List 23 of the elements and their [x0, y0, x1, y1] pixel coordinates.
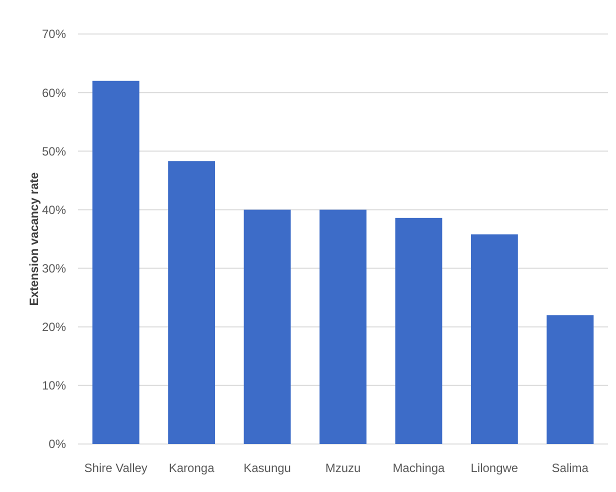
bar — [546, 315, 594, 444]
bar — [92, 80, 140, 444]
x-tick-label: Salima — [552, 461, 589, 475]
x-tick-label: Lilongwe — [470, 461, 518, 475]
bar — [470, 234, 518, 444]
x-tick-label: Kasungu — [244, 461, 291, 475]
x-tick-label: Machinga — [392, 461, 446, 475]
x-tick-label: Shire Valley — [84, 461, 148, 475]
x-tick-label: Karonga — [168, 461, 215, 475]
y-tick-label: 30% — [42, 261, 66, 276]
y-tick-label: 20% — [42, 320, 66, 334]
bar — [244, 210, 291, 444]
y-tick-label: 10% — [42, 378, 66, 393]
bar — [395, 218, 442, 444]
y-axis-title: Extension vacancy rate — [27, 172, 41, 306]
y-tick-label: 40% — [42, 202, 66, 217]
bar — [168, 161, 216, 444]
y-tick-label: 70% — [42, 27, 66, 42]
y-tick-label: 60% — [42, 86, 66, 100]
y-tick-label: 0% — [48, 437, 66, 452]
y-tick-label: 50% — [42, 144, 66, 158]
x-tick-label: Mzuzu — [325, 461, 361, 475]
bar — [320, 210, 366, 444]
